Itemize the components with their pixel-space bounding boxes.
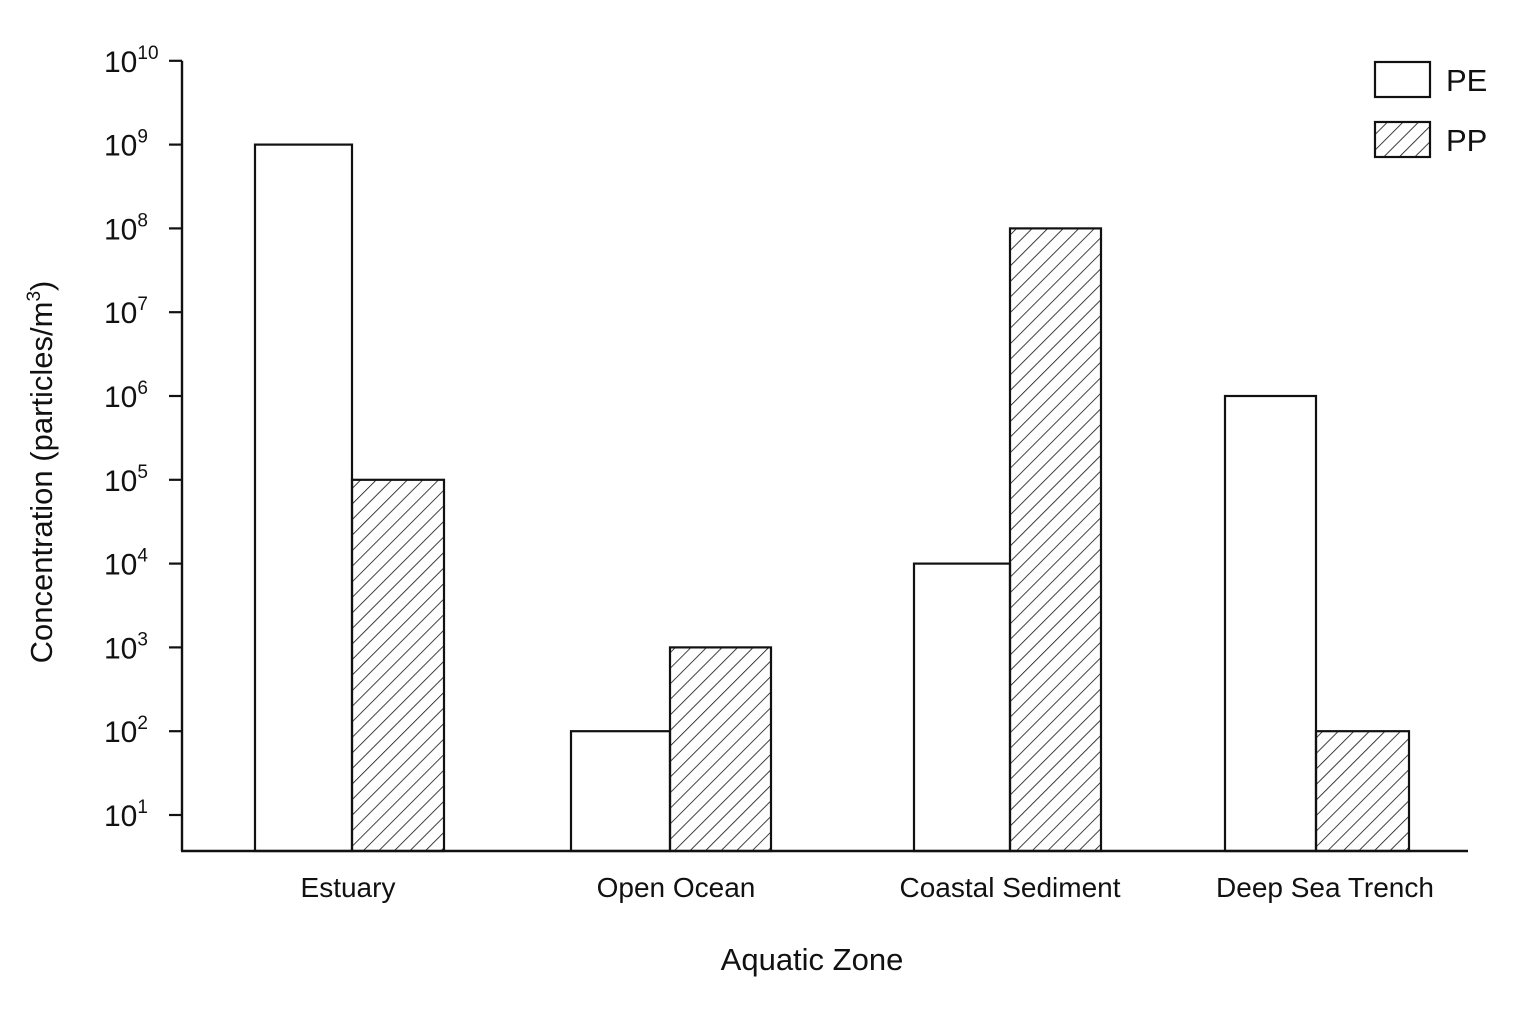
y-tick-exponent: 10 bbox=[137, 43, 158, 64]
y-tick-base: 10 bbox=[104, 213, 137, 246]
y-axis-title-end: ) bbox=[24, 281, 59, 291]
y-tick-exponent: 3 bbox=[137, 629, 148, 650]
legend-swatch-pp bbox=[1373, 120, 1432, 159]
bar-pe-deep-sea-trench bbox=[1223, 394, 1318, 853]
x-axis-title: Aquatic Zone bbox=[721, 942, 904, 977]
y-tick-label-4: 104 bbox=[104, 546, 148, 582]
bar-pe-open-ocean bbox=[569, 730, 672, 853]
y-tick-label-5: 105 bbox=[104, 462, 148, 498]
bar-pe-estuary bbox=[253, 143, 354, 853]
y-tick-label-9: 109 bbox=[104, 127, 148, 163]
y-tick-base: 10 bbox=[104, 632, 137, 665]
legend: PE PP bbox=[1373, 60, 1487, 159]
y-tick-exponent: 2 bbox=[137, 713, 148, 734]
y-tick-base: 10 bbox=[104, 297, 137, 330]
y-tick-label-8: 108 bbox=[104, 210, 148, 246]
bar-pp-coastal-sediment bbox=[1008, 227, 1103, 853]
y-tick-exponent: 6 bbox=[137, 378, 148, 399]
y-tick-label-7: 107 bbox=[104, 294, 148, 330]
y-axis-title: Concentration (particles/m3) bbox=[24, 281, 59, 664]
y-tick-label-2: 102 bbox=[104, 713, 148, 749]
axes bbox=[180, 60, 1468, 853]
bars bbox=[253, 143, 1411, 853]
bar-pp-open-ocean bbox=[668, 646, 773, 853]
y-axis-title-sup: 3 bbox=[24, 291, 45, 302]
bar-pp-deep-sea-trench bbox=[1314, 730, 1411, 853]
y-tick-base: 10 bbox=[104, 465, 137, 498]
y-axis-title-main: Concentration (particles/m bbox=[24, 302, 59, 664]
y-tick-base: 10 bbox=[104, 130, 137, 163]
y-tick-exponent: 7 bbox=[137, 294, 148, 315]
category-label-coastal-sediment: Coastal Sediment bbox=[899, 872, 1120, 903]
category-label-estuary: Estuary bbox=[301, 872, 396, 903]
y-tick-exponent: 4 bbox=[137, 546, 148, 567]
y-tick-label-6: 106 bbox=[104, 378, 148, 414]
y-tick-base: 10 bbox=[104, 549, 137, 582]
y-tick-exponent: 1 bbox=[137, 797, 148, 818]
legend-label-pe: PE bbox=[1446, 63, 1487, 98]
y-tick-label-10: 1010 bbox=[104, 43, 159, 79]
bar-pe-coastal-sediment bbox=[912, 562, 1012, 853]
legend-label-pp: PP bbox=[1446, 123, 1487, 158]
y-tick-base: 10 bbox=[104, 800, 137, 833]
bar-pp-estuary bbox=[350, 478, 446, 853]
x-categories: Estuary Open Ocean Coastal Sediment Deep Se… bbox=[301, 872, 1434, 903]
category-label-open-ocean: Open Ocean bbox=[597, 872, 756, 903]
y-tick-base: 10 bbox=[104, 716, 137, 749]
y-tick-label-3: 103 bbox=[104, 629, 148, 665]
y-tick-base: 10 bbox=[104, 381, 137, 414]
y-tick-exponent: 8 bbox=[137, 210, 148, 231]
category-label-deep-sea-trench: Deep Sea Trench bbox=[1216, 872, 1434, 903]
y-tick-exponent: 5 bbox=[137, 462, 148, 483]
y-tick-base: 10 bbox=[104, 46, 137, 79]
y-tick-exponent: 9 bbox=[137, 127, 148, 148]
legend-swatch-pe bbox=[1373, 60, 1432, 99]
y-tick-label-1: 101 bbox=[104, 797, 148, 833]
